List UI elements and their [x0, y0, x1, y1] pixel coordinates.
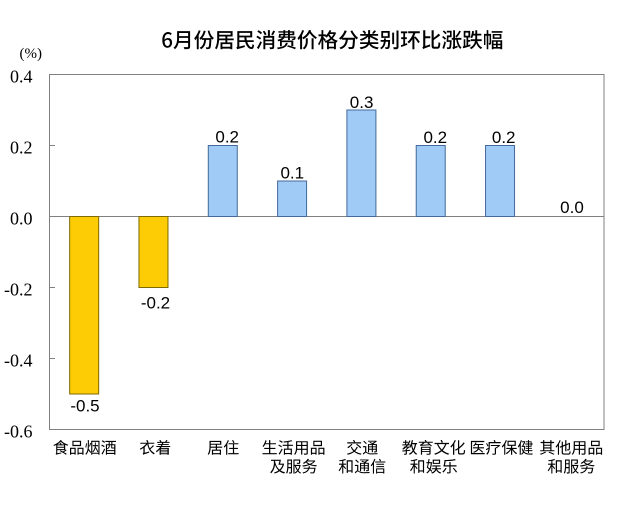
svg-text:0.2: 0.2 — [215, 128, 239, 147]
svg-text:0.3: 0.3 — [350, 93, 374, 112]
svg-text:-0.2: -0.2 — [141, 294, 170, 313]
svg-text:0.1: 0.1 — [280, 163, 304, 182]
svg-text:0.2: 0.2 — [423, 128, 447, 147]
svg-text:0.0: 0.0 — [560, 198, 584, 217]
svg-text:-0.4: -0.4 — [4, 351, 33, 371]
svg-text:-0.6: -0.6 — [4, 422, 33, 442]
svg-text:-0.2: -0.2 — [4, 280, 33, 300]
svg-text:(%): (%) — [20, 46, 43, 62]
svg-text:-0.5: -0.5 — [70, 397, 99, 416]
svg-text:0.2: 0.2 — [492, 128, 516, 147]
svg-text:0.0: 0.0 — [10, 209, 33, 229]
svg-text:0.4: 0.4 — [10, 67, 33, 87]
svg-text:0.2: 0.2 — [10, 138, 33, 158]
